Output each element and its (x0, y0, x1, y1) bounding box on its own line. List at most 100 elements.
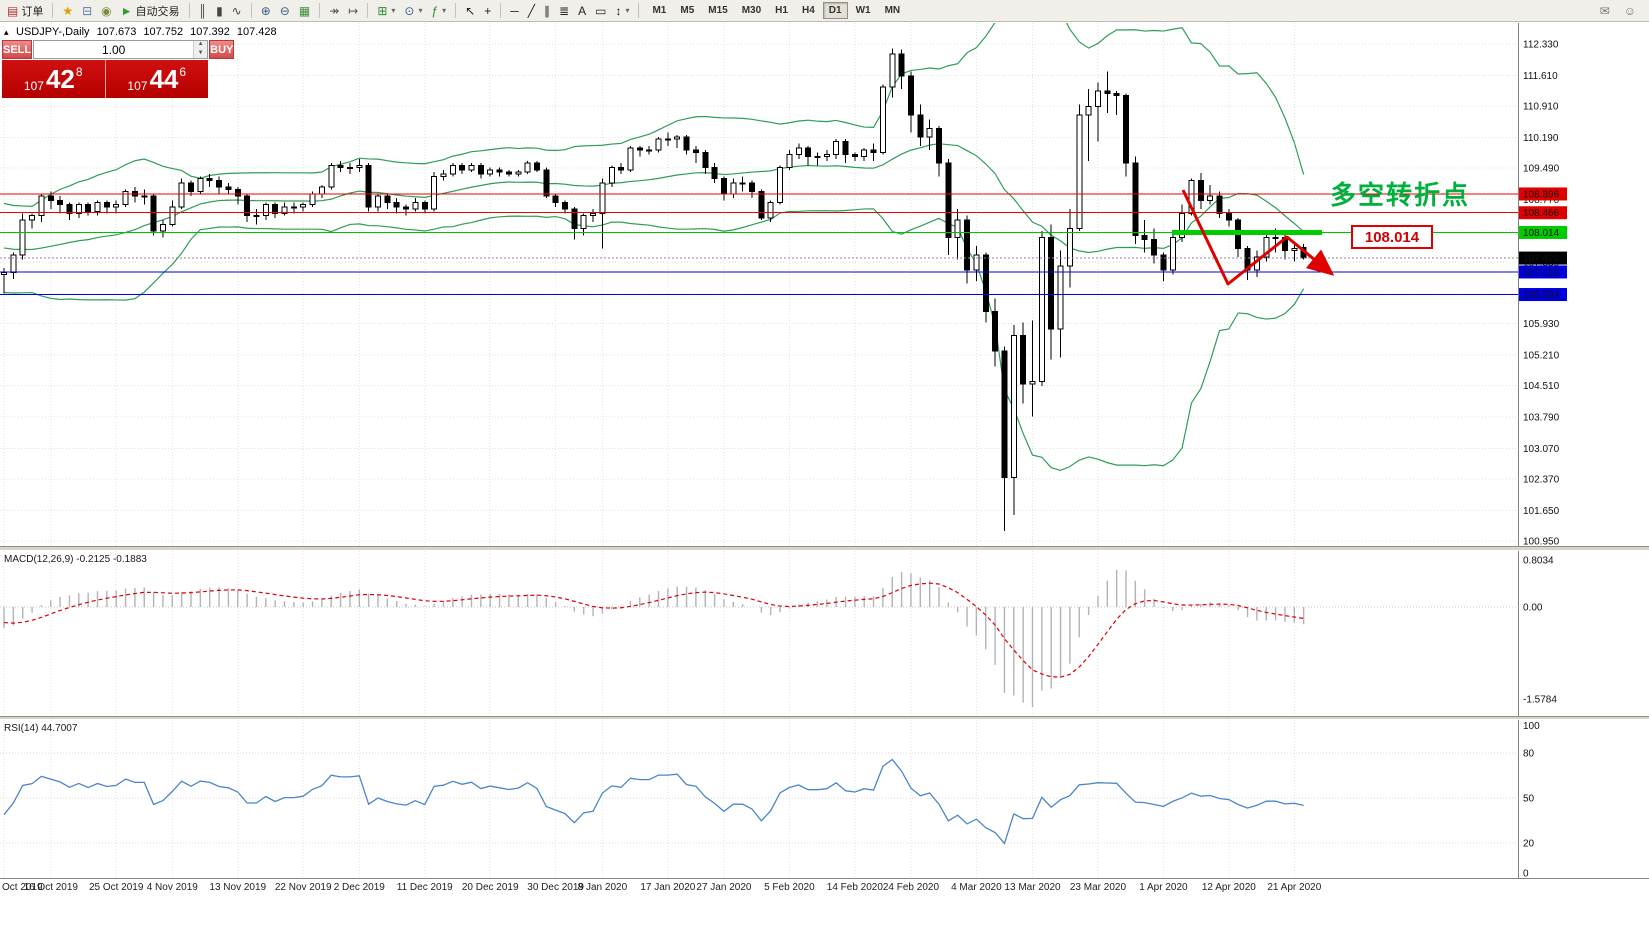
buy-price-display[interactable]: 107 44 6 (106, 60, 209, 98)
volume-input[interactable] (34, 41, 194, 58)
macd-chart[interactable]: 0.8034 0.00 -1.5784 (0, 551, 1649, 716)
candle (384, 195, 391, 204)
print-button[interactable]: ⊟ (78, 1, 96, 21)
autotrading-button-label: 自动交易 (135, 5, 180, 18)
text-tool-button[interactable]: A (574, 1, 590, 21)
profiles-button[interactable]: ★ (58, 1, 77, 21)
candle (580, 215, 587, 230)
sell-button[interactable]: SELL (2, 40, 33, 59)
news-icon: ◉ (101, 3, 112, 18)
chevron-down-icon: ▾ (418, 6, 423, 15)
chart-shift-button[interactable]: ↦ (344, 1, 362, 21)
candle (805, 147, 812, 158)
arrows-tool-button[interactable]: ↕ ▾ (611, 1, 633, 21)
candle (431, 175, 438, 210)
zoom-in-button[interactable]: ⊕ (257, 1, 275, 21)
trend-arrow-drawing[interactable] (1181, 189, 1335, 286)
news-button[interactable]: ◉ (97, 1, 115, 21)
new-chart-icon: ⊞ (377, 3, 388, 18)
line-chart-button[interactable]: ∿ (228, 1, 246, 21)
timeframe-w1-button[interactable]: W1 (855, 5, 871, 16)
price-tag-label: 106.593 (1523, 290, 1560, 301)
price-tag-label: 108.014 (1523, 228, 1560, 239)
chat-icon-button[interactable]: ✉ (1596, 1, 1614, 21)
timeframe-m30-button[interactable]: M30 (741, 5, 762, 16)
candle (141, 195, 148, 198)
trendline-tool-button[interactable]: ╱ (524, 1, 539, 21)
turning-point-annotation[interactable]: 多空转折点 (1330, 180, 1470, 210)
toolbar-left-group: ▤ 订单 ★ ⊟ ◉ ► 自动交易 ║ ▮ ∿ ⊕ ⊖ ▦ ↠ ↦ ⊞ ▾ ⊙ ▾ ƒ ▾ ↖ + ─ ╱ ∥ ≣ A ▭ ↕ ▾ (3, 1, 643, 21)
date-label: 22 Nov 2019 (274, 882, 332, 893)
macd-axis-label: 0.00 (1523, 603, 1543, 614)
one-click-panel-toggle[interactable]: ▴ (4, 27, 9, 37)
candle (758, 191, 765, 219)
line-chart-icon: ∿ (231, 3, 242, 18)
periods-button[interactable]: ⊙ ▾ (400, 1, 426, 21)
candle (1179, 212, 1186, 238)
candle (29, 215, 36, 221)
hline-tool-button[interactable]: ─ (506, 1, 523, 21)
candle (225, 186, 232, 190)
bollinger-lower-band (3, 208, 1305, 472)
candle (533, 162, 540, 171)
indicators-button[interactable]: ƒ ▾ (427, 1, 450, 21)
price-display: 107 42 8 107 44 6 (2, 60, 208, 98)
cursor-button[interactable]: ↖ (461, 1, 479, 21)
rsi-chart[interactable]: 100 80 50 20 0 (0, 720, 1649, 878)
timeframe-m5-button[interactable]: M5 (680, 5, 695, 16)
timeframe-h1-button[interactable]: H1 (775, 5, 788, 16)
candle (197, 178, 204, 193)
price-tag (1519, 206, 1567, 220)
date-label: 13 Mar 2020 (1004, 882, 1061, 893)
candlestick-chart-button[interactable]: ▮ (212, 1, 227, 21)
date-label: 4 Mar 2020 (951, 882, 1002, 893)
price-tick-label: 101.650 (1523, 506, 1560, 517)
tile-windows-button[interactable]: ▦ (295, 1, 314, 21)
candle (178, 182, 185, 208)
macd-plot (3, 569, 1305, 707)
panel-splitter[interactable] (0, 716, 1649, 720)
sell-price-display[interactable]: 107 42 8 (2, 60, 106, 98)
fibonacci-tool-button[interactable]: ≣ (555, 1, 573, 21)
channel-tool-button[interactable]: ∥ (540, 1, 554, 21)
volume-down-icon[interactable]: ▼ (194, 49, 208, 58)
one-click-trading-panel: SELL ▲ ▼ BUY 107 42 8 107 44 6 (2, 40, 235, 98)
candle (870, 149, 877, 153)
macd-panel: 0.8034 0.00 -1.5784 (0, 551, 1649, 716)
bar-chart-button[interactable]: ║ (195, 1, 212, 21)
community-icon-button[interactable]: ☺ (1620, 1, 1640, 21)
candle (590, 212, 597, 217)
new-chart-button[interactable]: ⊞ ▾ (373, 1, 399, 21)
timeframe-m15-button[interactable]: M15 (708, 5, 728, 16)
panel-splitter[interactable] (0, 546, 1649, 551)
price-tag-label: 108.896 (1523, 189, 1560, 200)
buy-button[interactable]: BUY (209, 40, 235, 59)
autotrading-icon: ► (120, 3, 133, 18)
candle (1169, 236, 1176, 271)
timeframe-m1-button[interactable]: M1 (652, 5, 667, 16)
candle (309, 193, 316, 206)
candle (75, 204, 82, 214)
autotrading-button[interactable]: ► 自动交易 (117, 1, 184, 21)
volume-up-icon[interactable]: ▲ (194, 41, 208, 50)
candle (823, 153, 830, 158)
sell-price-sup: 8 (75, 65, 83, 79)
candle (833, 140, 840, 155)
new-order-button[interactable]: ▤ 订单 (3, 1, 47, 21)
auto-scroll-button[interactable]: ↠ (325, 1, 343, 21)
crosshair-button[interactable]: + (480, 1, 495, 21)
timeframe-mn-button[interactable]: MN (884, 5, 901, 16)
timeframe-h4-button[interactable]: H4 (801, 5, 815, 16)
timeframe-d1-button[interactable]: D1 (822, 2, 848, 19)
price-callout-box[interactable] (1351, 225, 1433, 249)
candle (262, 204, 269, 217)
candle (94, 202, 101, 212)
rsi-axis-label: 80 (1523, 749, 1535, 760)
label-tool-button[interactable]: ▭ (591, 1, 610, 21)
candle (1160, 254, 1167, 271)
candle (1141, 234, 1148, 241)
candle (234, 188, 241, 197)
zoom-out-button[interactable]: ⊖ (276, 1, 294, 21)
candle (290, 206, 297, 209)
main-chart[interactable]: 多空转折点 108.014 112.330 111.610 110.910 110.190… (0, 23, 1649, 546)
